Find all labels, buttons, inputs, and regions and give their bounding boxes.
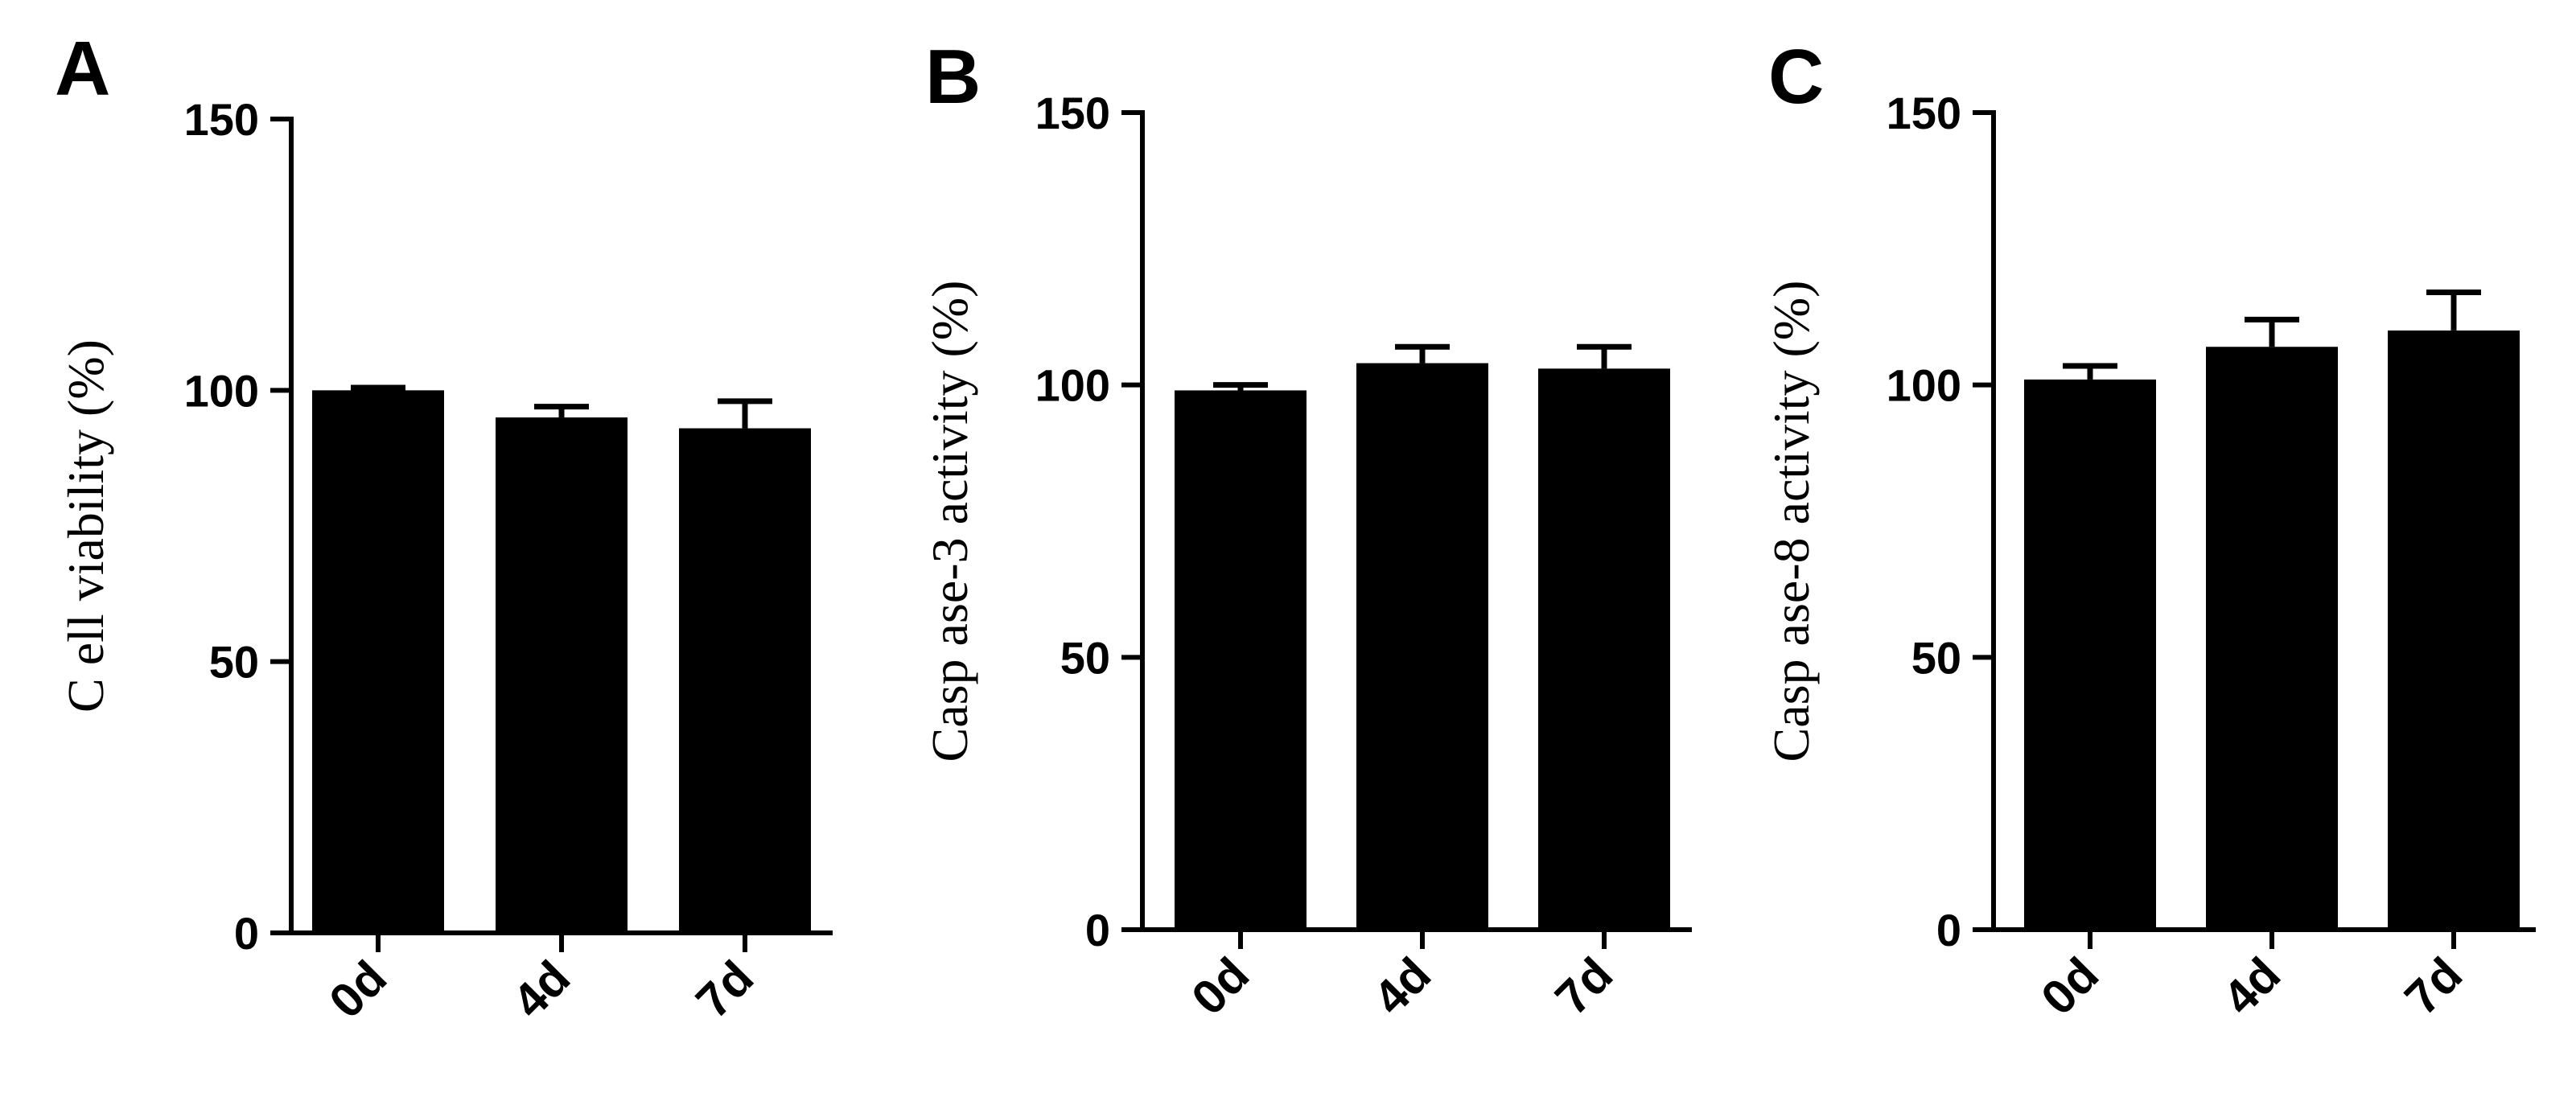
y-axis-label: Casp ase-3 activity (%) <box>921 281 978 762</box>
bar <box>679 428 811 933</box>
panel-b: B Casp ase-3 activity (%) 0 50 100 150 0d 4d… <box>921 34 1692 1025</box>
error-bar <box>2426 290 2481 331</box>
error-bar <box>351 384 405 391</box>
error-bar <box>718 398 772 429</box>
y-axis-label: Casp ase-8 activity (%) <box>1763 281 1820 762</box>
bar <box>312 390 444 933</box>
y-tick-label: 0 <box>1085 905 1110 955</box>
error-bar <box>1213 382 1268 391</box>
panel-letter: C <box>1768 34 1824 120</box>
y-tick-label: 100 <box>184 365 259 416</box>
error-bar <box>1395 343 1450 364</box>
y-tick-label: 0 <box>1936 905 1961 955</box>
bars <box>2024 290 2520 930</box>
panel-letter: A <box>55 26 110 112</box>
y-ticks: 0 50 100 150 <box>1035 88 1142 955</box>
y-ticks: 0 50 100 150 <box>184 94 291 959</box>
x-tick-label: 4d <box>2212 947 2290 1025</box>
bar <box>1175 390 1307 930</box>
error-bar <box>2245 316 2299 347</box>
x-tick-label: 4d <box>1363 947 1441 1025</box>
error-bar <box>2063 363 2117 380</box>
y-tick-label: 50 <box>1911 632 1961 683</box>
x-tick-label: 0d <box>319 951 397 1029</box>
y-tick-label: 150 <box>1887 88 1961 138</box>
y-tick-label: 50 <box>209 637 259 688</box>
bars <box>312 384 811 933</box>
y-tick-label: 100 <box>1035 360 1110 411</box>
y-axis-label: C ell viability (%) <box>57 339 114 713</box>
y-tick-label: 150 <box>1035 88 1110 138</box>
bar <box>1538 368 1670 930</box>
panel-letter: B <box>925 34 981 120</box>
x-tick-labels: 0d 4d 7d <box>319 933 763 1029</box>
y-tick-label: 50 <box>1060 632 1110 683</box>
y-ticks: 0 50 100 150 <box>1887 88 1994 955</box>
y-tick-label: 0 <box>234 908 259 959</box>
bar <box>496 417 628 933</box>
error-bar <box>1577 343 1632 369</box>
x-tick-label: 0d <box>2031 947 2109 1025</box>
x-tick-label: 7d <box>2394 947 2472 1025</box>
bar <box>2206 347 2338 930</box>
bar <box>1356 363 1488 930</box>
bar <box>2024 379 2156 930</box>
x-tick-label: 0d <box>1181 947 1259 1025</box>
panel-a: A C ell viability (%) 0 50 100 150 0d 4d 7d <box>55 26 833 1029</box>
y-tick-label: 100 <box>1887 360 1961 411</box>
x-tick-labels: 0d 4d 7d <box>2031 930 2472 1025</box>
y-tick-label: 150 <box>184 94 259 145</box>
x-tick-label: 7d <box>685 951 763 1029</box>
panel-c: C Casp ase-8 activity (%) 0 50 100 150 0d 4d… <box>1763 34 2536 1025</box>
x-tick-label: 4d <box>502 951 580 1029</box>
error-bar <box>534 404 589 418</box>
bars <box>1175 343 1670 930</box>
x-tick-label: 7d <box>1545 947 1623 1025</box>
x-tick-labels: 0d 4d 7d <box>1181 930 1623 1025</box>
bar <box>2388 330 2520 930</box>
